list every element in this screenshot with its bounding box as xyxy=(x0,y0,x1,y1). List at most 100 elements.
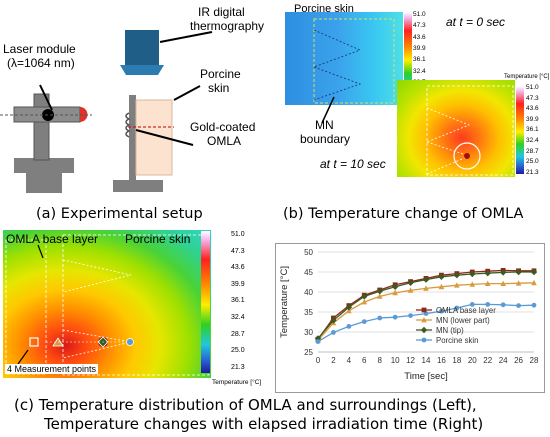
t10-scale-value: 32.4 xyxy=(526,137,539,144)
data-point xyxy=(469,270,476,278)
t10-hotspot xyxy=(464,153,470,159)
x-tick-label: 22 xyxy=(483,356,492,365)
t10-scale-value: 28.7 xyxy=(526,147,539,155)
data-point xyxy=(376,288,383,295)
y-tick-label: 35 xyxy=(304,308,313,317)
c-scale-value: 43.6 xyxy=(231,264,245,272)
legend-label: MN (lower part) xyxy=(436,316,490,325)
data-point xyxy=(391,283,399,290)
laser-stand-foot xyxy=(26,173,62,193)
data-point xyxy=(515,268,522,276)
x-tick-label: 6 xyxy=(362,356,367,365)
data-point xyxy=(469,302,475,307)
ir-camera-lens xyxy=(120,65,164,75)
c-needle-1 xyxy=(62,259,132,293)
thermal-distribution-image xyxy=(3,230,211,378)
x-tick-label: 2 xyxy=(331,356,336,365)
data-point xyxy=(392,314,398,320)
c-scale-value: 32.4 xyxy=(231,314,245,321)
data-point xyxy=(422,276,430,283)
t10-color-scale xyxy=(516,86,524,174)
t0-needle-2 xyxy=(313,66,362,101)
points-label: 4 Measurement points xyxy=(5,364,99,374)
caption-c-line1: (c) Temperature distribution of OMLA and… xyxy=(14,396,477,414)
t10-scale-value: 51.0 xyxy=(526,84,539,91)
data-point xyxy=(500,280,506,286)
data-point xyxy=(531,302,537,308)
right-stand-post xyxy=(129,95,136,181)
data-point xyxy=(331,330,336,335)
t0-scale-value: 51.0 xyxy=(413,11,426,18)
c-scale-title: Temperature [°C] xyxy=(212,379,262,386)
mn-pointer-line xyxy=(321,96,335,124)
x-tick-label: 24 xyxy=(499,356,508,365)
c-omla-label: OMLA base layer xyxy=(6,232,99,246)
t10-scale-value: 21.3 xyxy=(526,168,539,176)
ir-camera-body xyxy=(125,30,159,65)
x-tick-label: 18 xyxy=(452,356,461,365)
data-point xyxy=(330,317,337,324)
x-tick-label: 4 xyxy=(347,356,352,365)
y-tick-label: 40 xyxy=(304,288,313,297)
data-point xyxy=(346,324,352,329)
c-scale-value: 51.0 xyxy=(231,231,245,238)
microneedle-array xyxy=(125,112,131,138)
mn-pointer xyxy=(321,96,335,124)
x-tick-label: 16 xyxy=(437,356,446,365)
data-point xyxy=(407,279,414,286)
c-scale-value: 36.1 xyxy=(231,297,245,305)
data-point xyxy=(361,293,368,300)
c-needle-2 xyxy=(62,329,132,359)
legend-marker xyxy=(421,317,427,323)
data-point xyxy=(469,281,476,287)
legend-label: Porcine skin xyxy=(436,336,478,345)
omla-label-line2: OMLA xyxy=(207,134,242,148)
y-tick-label: 30 xyxy=(304,328,313,337)
data-point xyxy=(361,319,367,324)
t10-scale-value: 25.0 xyxy=(526,158,539,166)
t0-needle-1 xyxy=(313,29,362,68)
distribution-overlay xyxy=(5,234,210,376)
b-porcine-label: Porcine skin xyxy=(294,3,354,15)
omla-pointer-line xyxy=(135,129,194,146)
y-axis-title: Temperature [°C] xyxy=(279,266,290,338)
right-stand-base xyxy=(113,180,163,192)
skin-pointer-line xyxy=(173,85,201,101)
omla-label-line1: Gold-coated xyxy=(190,120,256,134)
mn-label-line1: MN xyxy=(315,118,334,132)
t0-color-scale xyxy=(404,12,412,105)
data-point xyxy=(423,311,429,316)
t0-skin-outline xyxy=(313,18,395,104)
mn-label-line2: boundary xyxy=(300,132,351,146)
data-point xyxy=(531,279,537,286)
x-tick-label: 26 xyxy=(514,356,523,365)
t10-skin-outline xyxy=(426,85,514,176)
skin-label-line2: skin xyxy=(208,81,230,95)
x-tick-label: 20 xyxy=(468,356,477,365)
t10-needle-1 xyxy=(426,107,471,143)
data-point xyxy=(314,335,322,342)
thermal-image-t0 xyxy=(285,12,403,105)
data-point xyxy=(377,315,383,321)
data-point xyxy=(439,308,444,314)
t0-scale-value: 32.4 xyxy=(413,67,426,75)
thermal-t0-overlay xyxy=(313,18,395,104)
legend-marker xyxy=(421,307,427,313)
ir-label-line2: thermography xyxy=(190,19,265,33)
x-tick-label: 0 xyxy=(316,356,321,365)
c-skin-outline xyxy=(62,234,210,376)
x-tick-label: 14 xyxy=(422,356,431,365)
point-skin xyxy=(126,338,134,346)
legend-marker xyxy=(420,326,428,334)
t0-scale-value: 39.9 xyxy=(413,44,426,52)
data-point xyxy=(408,313,413,318)
t10-scale-value: 43.6 xyxy=(526,105,539,113)
c-scale-value: 28.7 xyxy=(231,330,245,338)
base-layer-arrow xyxy=(37,244,44,259)
t0-scale-value: 43.6 xyxy=(413,33,426,41)
t10-scale-value: 39.9 xyxy=(526,115,539,123)
x-tick-label: 12 xyxy=(406,356,415,365)
t10-time-label: at t = 10 sec xyxy=(320,157,386,171)
y-tick-label: 50 xyxy=(304,248,313,257)
data-point xyxy=(346,307,352,314)
